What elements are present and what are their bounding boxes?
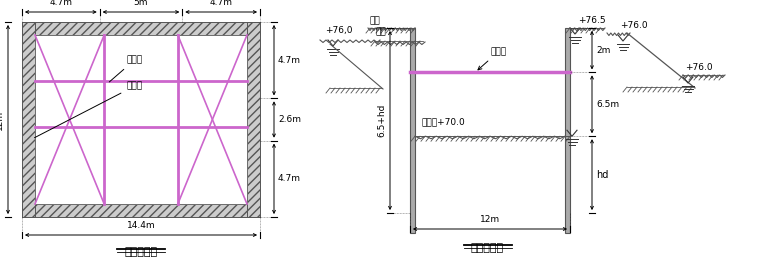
Text: 岛面: 岛面 xyxy=(375,27,386,36)
Text: +76.0: +76.0 xyxy=(685,63,713,72)
Text: 5m: 5m xyxy=(134,0,148,7)
Text: +76,0: +76,0 xyxy=(325,26,353,35)
Text: +76.5: +76.5 xyxy=(578,16,606,25)
Text: 4.7m: 4.7m xyxy=(278,56,301,65)
Text: 承台底+70.0: 承台底+70.0 xyxy=(422,117,466,126)
Text: 4.7m: 4.7m xyxy=(278,174,301,183)
Bar xyxy=(565,28,570,233)
Text: 内支撑: 内支撑 xyxy=(478,47,506,70)
Text: 12m: 12m xyxy=(0,109,4,130)
Bar xyxy=(22,22,35,217)
Text: hd: hd xyxy=(596,170,608,180)
Bar xyxy=(410,28,415,233)
Text: 2m: 2m xyxy=(596,46,610,55)
Bar xyxy=(22,204,260,217)
Text: 钢板桩: 钢板桩 xyxy=(34,82,142,138)
Bar xyxy=(22,22,260,35)
Bar xyxy=(247,22,260,217)
Text: 平面示意图: 平面示意图 xyxy=(125,247,157,257)
Text: 4.7m: 4.7m xyxy=(210,0,233,7)
Text: 2.6m: 2.6m xyxy=(278,115,301,124)
Text: 岛面: 岛面 xyxy=(370,16,381,25)
Text: +76.0: +76.0 xyxy=(620,21,648,30)
Text: 4.7m: 4.7m xyxy=(49,0,72,7)
Text: 6.5m: 6.5m xyxy=(596,100,619,109)
Text: 12m: 12m xyxy=(480,215,500,224)
Text: 内支撑: 内支撑 xyxy=(109,56,142,82)
Text: 14.4m: 14.4m xyxy=(127,221,155,230)
Bar xyxy=(35,35,247,204)
Text: 6.5+hd: 6.5+hd xyxy=(377,104,386,137)
Text: 立面示意图: 立面示意图 xyxy=(471,243,504,253)
